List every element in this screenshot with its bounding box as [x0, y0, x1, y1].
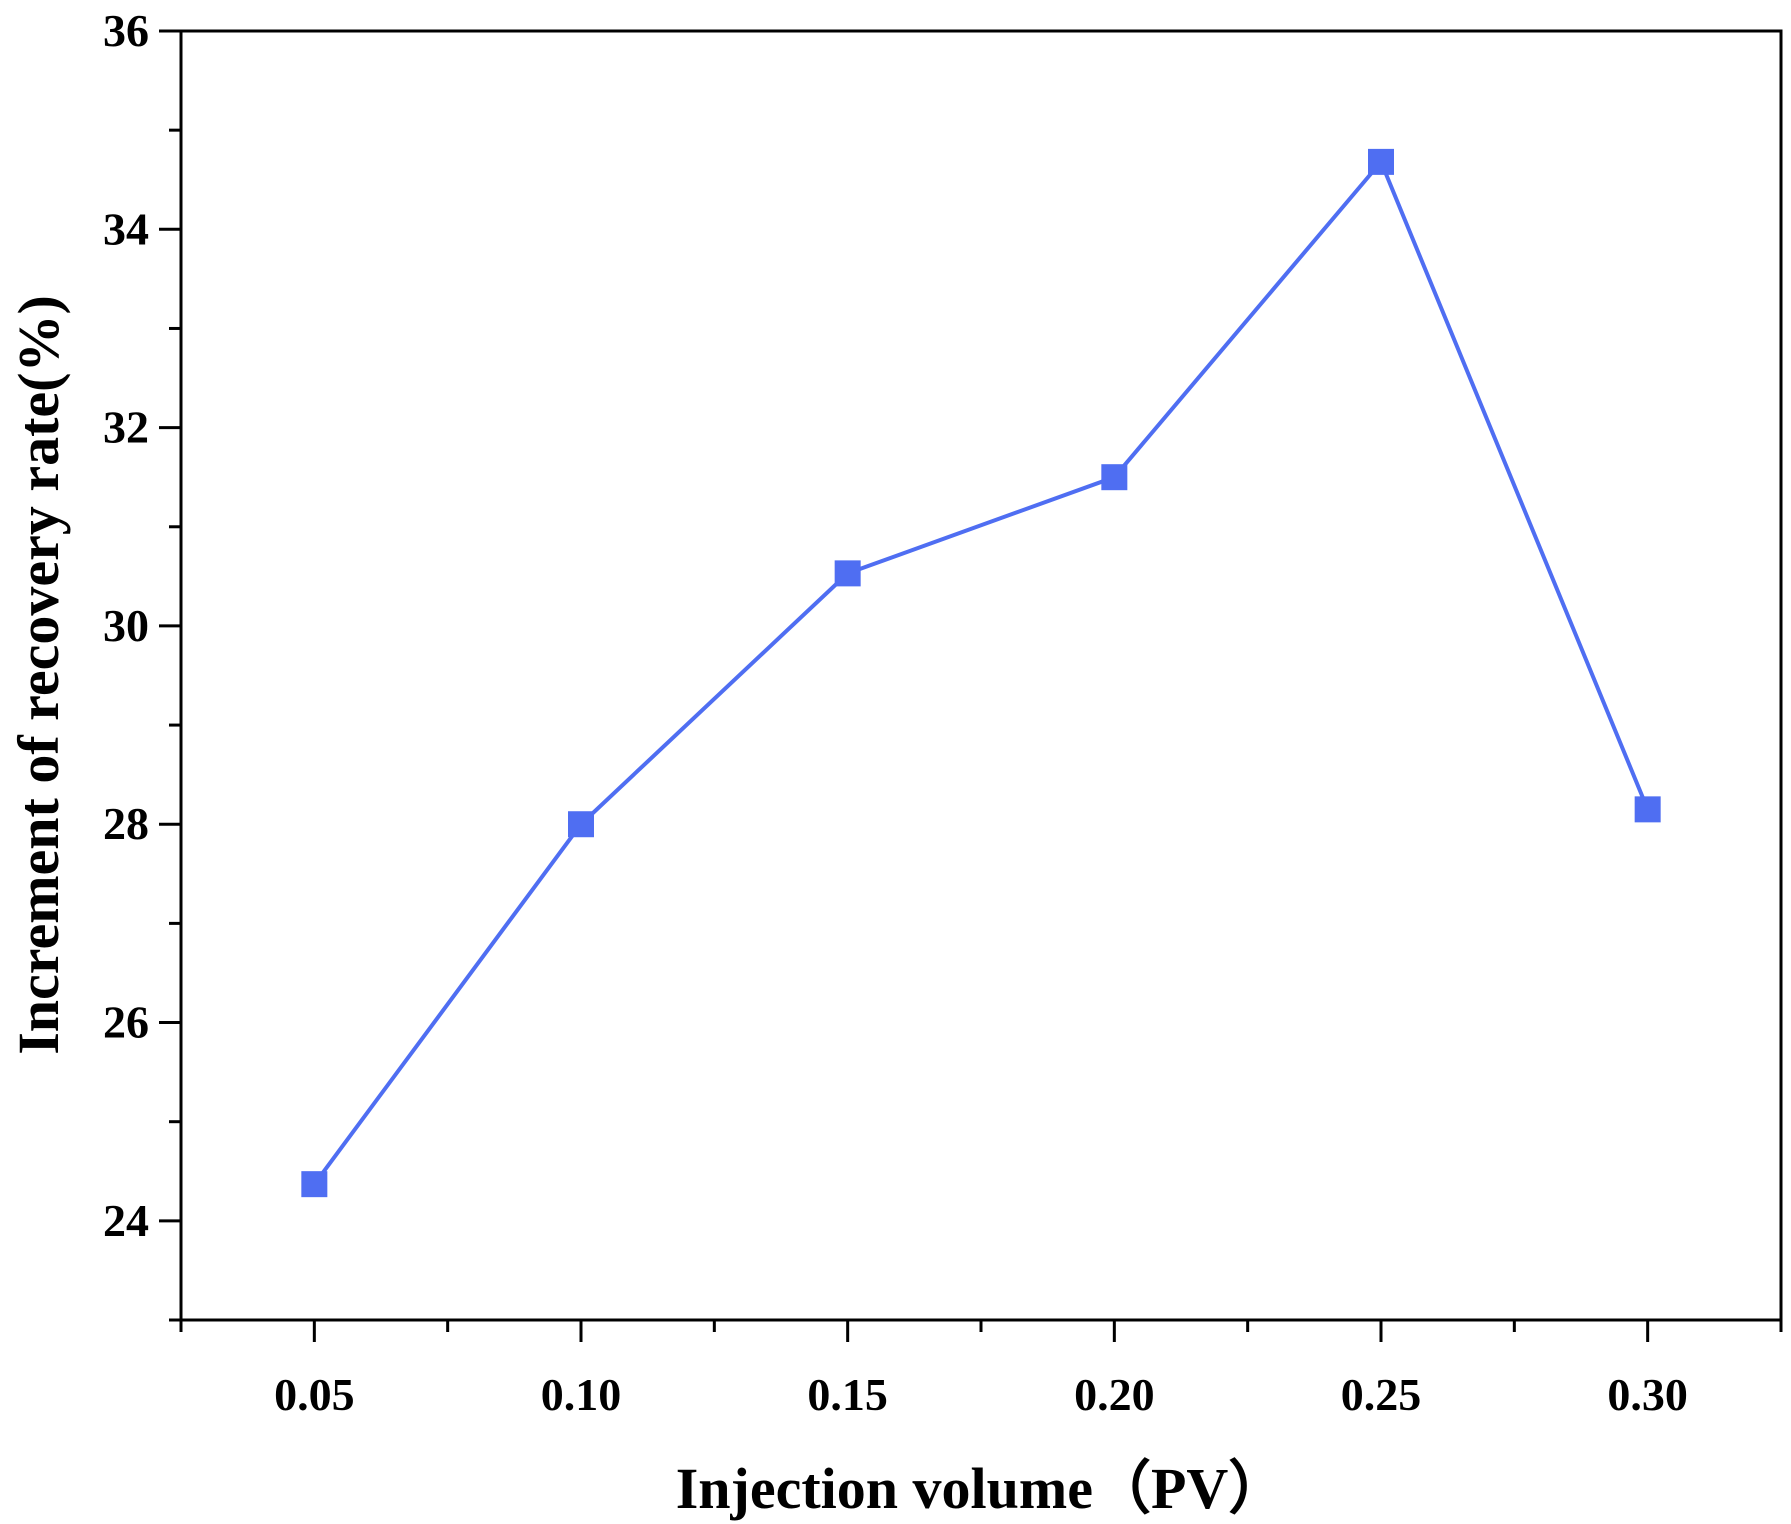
y-tick-label: 24	[103, 1195, 149, 1246]
y-tick-label: 32	[103, 402, 149, 453]
x-axis-ticks: 0.05 0.10 0.15 0.20 0.25 0.30	[179, 1320, 1783, 1420]
x-tick-label: 0.30	[1607, 1369, 1688, 1420]
data-point-marker	[301, 1171, 328, 1198]
data-point-marker	[1101, 464, 1128, 491]
y-axis-ticks: 24 26 28 30 32 34 36	[103, 5, 181, 1322]
x-tick-label: 0.15	[807, 1369, 888, 1420]
data-point-marker	[1634, 796, 1661, 823]
x-tick-label: 0.25	[1341, 1369, 1422, 1420]
y-axis-title: Increment of recovery rate(%)	[6, 295, 71, 1055]
y-tick-label: 36	[103, 5, 149, 56]
data-point-marker	[568, 811, 594, 838]
y-tick-label: 34	[103, 203, 149, 254]
plot-frame	[179, 29, 1783, 1322]
y-tick-label: 26	[103, 997, 149, 1048]
x-tick-label: 0.10	[541, 1369, 622, 1420]
x-tick-label: 0.05	[274, 1369, 355, 1420]
data-point-marker	[834, 560, 861, 587]
data-point-marker	[1368, 148, 1394, 175]
x-axis-title: Injection volume（PV）	[676, 1456, 1287, 1521]
series-line	[312, 159, 1650, 1186]
y-tick-label: 28	[103, 798, 149, 849]
x-tick-label: 0.20	[1074, 1369, 1155, 1420]
series-layer	[301, 148, 1661, 1198]
y-tick-label: 30	[103, 600, 149, 651]
